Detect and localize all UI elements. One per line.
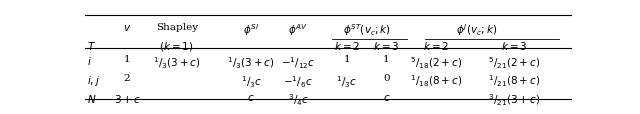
- Text: $v$: $v$: [123, 22, 131, 32]
- Text: $^{1}/_{3}(3+c)$: $^{1}/_{3}(3+c)$: [153, 55, 200, 70]
- Text: $k=2$: $k=2$: [333, 40, 360, 52]
- Text: $^{5}/_{21}(2+c)$: $^{5}/_{21}(2+c)$: [488, 55, 540, 70]
- Text: $3+c$: $3+c$: [114, 92, 141, 104]
- Text: $^{3}/_{4}c$: $^{3}/_{4}c$: [288, 92, 308, 107]
- Text: $-^{1}/_{6}c$: $-^{1}/_{6}c$: [284, 73, 313, 89]
- Text: $k=2$: $k=2$: [423, 40, 449, 52]
- Text: $\phi^{J}(v_c;k)$: $\phi^{J}(v_c;k)$: [456, 22, 497, 38]
- Text: 2: 2: [124, 73, 131, 82]
- Text: $c$: $c$: [247, 92, 255, 102]
- Text: $^{1}/_{21}(8+c)$: $^{1}/_{21}(8+c)$: [488, 73, 540, 89]
- Text: $\phi^{AV}$: $\phi^{AV}$: [288, 22, 308, 38]
- Text: $\phi^{SI}$: $\phi^{SI}$: [243, 22, 259, 38]
- Text: $k=3$: $k=3$: [500, 40, 527, 52]
- Text: $-^{1}/_{12}c$: $-^{1}/_{12}c$: [281, 55, 316, 70]
- Text: $^{5}/_{18}(2+c)$: $^{5}/_{18}(2+c)$: [410, 55, 462, 70]
- Text: $N$: $N$: [88, 92, 97, 104]
- Text: $(k=1)$: $(k=1)$: [159, 40, 194, 53]
- Text: $^{3}/_{21}(3+c)$: $^{3}/_{21}(3+c)$: [488, 92, 540, 107]
- Text: $^{1}/_{3}(3+c)$: $^{1}/_{3}(3+c)$: [227, 55, 275, 70]
- Text: $c$: $c$: [383, 92, 390, 102]
- Text: $\phi^{ST}(v_c;k)$: $\phi^{ST}(v_c;k)$: [342, 22, 391, 38]
- Text: $T$: $T$: [88, 40, 97, 52]
- Text: 1: 1: [124, 55, 131, 64]
- Text: $i$: $i$: [88, 55, 92, 67]
- Text: Shapley: Shapley: [156, 22, 198, 31]
- Text: 0: 0: [383, 73, 390, 82]
- Text: 1: 1: [344, 55, 350, 64]
- Text: 1: 1: [383, 55, 390, 64]
- Text: $k=3$: $k=3$: [373, 40, 400, 52]
- Text: $^{1}/_{18}(8+c)$: $^{1}/_{18}(8+c)$: [410, 73, 462, 89]
- Text: $^{1}/_{3}c$: $^{1}/_{3}c$: [336, 73, 357, 89]
- Text: $i,j$: $i,j$: [88, 73, 100, 87]
- Text: $^{1}/_{3}c$: $^{1}/_{3}c$: [241, 73, 262, 89]
